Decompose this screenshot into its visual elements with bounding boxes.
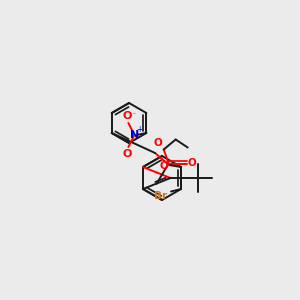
Text: O: O — [123, 149, 132, 159]
Text: O: O — [154, 137, 163, 148]
Text: Br: Br — [154, 191, 168, 201]
Text: +: + — [136, 125, 142, 134]
Text: N: N — [130, 130, 139, 140]
Text: O: O — [159, 161, 168, 171]
Text: O: O — [123, 111, 132, 121]
Text: O: O — [188, 158, 197, 167]
Text: ⁻: ⁻ — [131, 110, 136, 119]
